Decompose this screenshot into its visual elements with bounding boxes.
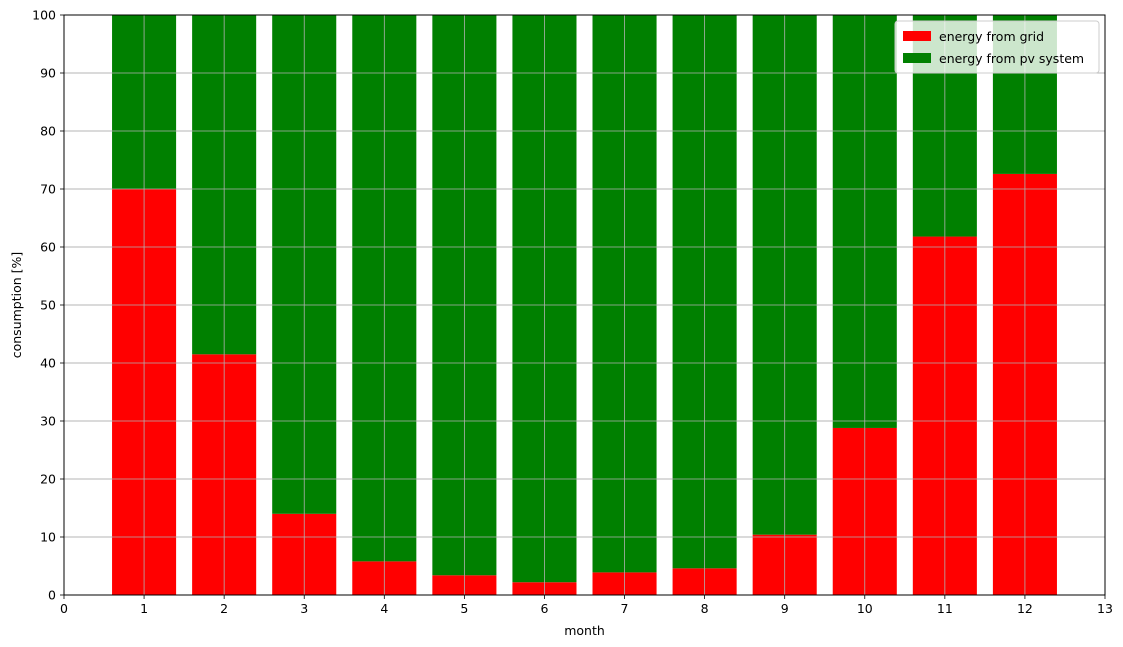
x-axis-label: month bbox=[564, 623, 605, 638]
y-tick-label: 100 bbox=[32, 8, 56, 23]
y-tick-label: 70 bbox=[40, 182, 56, 197]
x-tick-label: 0 bbox=[60, 601, 68, 616]
legend-label: energy from pv system bbox=[939, 51, 1084, 66]
x-tick-label: 10 bbox=[857, 601, 873, 616]
x-tick-label: 13 bbox=[1097, 601, 1113, 616]
legend: energy from grid energy from pv system bbox=[894, 20, 1100, 74]
y-tick-label: 40 bbox=[40, 356, 56, 371]
y-tick-label: 20 bbox=[40, 472, 56, 487]
legend-swatch bbox=[903, 53, 931, 63]
legend-swatch bbox=[903, 31, 931, 41]
x-tick-label: 6 bbox=[540, 601, 548, 616]
x-tick-label: 4 bbox=[380, 601, 388, 616]
y-tick-label: 50 bbox=[40, 298, 56, 313]
y-tick-label: 10 bbox=[40, 530, 56, 545]
x-tick-label: 3 bbox=[300, 601, 308, 616]
y-tick-label: 30 bbox=[40, 414, 56, 429]
y-tick-label: 90 bbox=[40, 66, 56, 81]
y-axis-label: consumption [%] bbox=[9, 252, 24, 359]
y-tick-label: 80 bbox=[40, 124, 56, 139]
x-tick-label: 2 bbox=[220, 601, 228, 616]
x-tick-label: 11 bbox=[937, 601, 953, 616]
y-tick-label: 0 bbox=[48, 588, 56, 603]
x-tick-label: 1 bbox=[140, 601, 148, 616]
x-tick-label: 12 bbox=[1017, 601, 1033, 616]
x-tick-label: 8 bbox=[701, 601, 709, 616]
x-tick-label: 7 bbox=[621, 601, 629, 616]
legend-label: energy from grid bbox=[939, 29, 1044, 44]
y-tick-label: 60 bbox=[40, 240, 56, 255]
x-tick-label: 5 bbox=[460, 601, 468, 616]
legend-box bbox=[894, 20, 1100, 74]
x-tick-label: 9 bbox=[781, 601, 789, 616]
